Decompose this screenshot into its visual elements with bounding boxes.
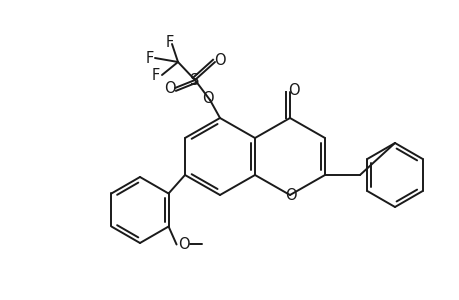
Text: F: F bbox=[151, 68, 160, 82]
Text: F: F bbox=[146, 50, 154, 65]
Text: O: O bbox=[164, 80, 175, 95]
Text: O: O bbox=[202, 91, 213, 106]
Text: S: S bbox=[190, 73, 199, 88]
Text: O: O bbox=[285, 188, 296, 203]
Text: F: F bbox=[166, 34, 174, 50]
Text: O: O bbox=[214, 52, 225, 68]
Text: O: O bbox=[177, 237, 189, 252]
Text: O: O bbox=[287, 82, 299, 98]
